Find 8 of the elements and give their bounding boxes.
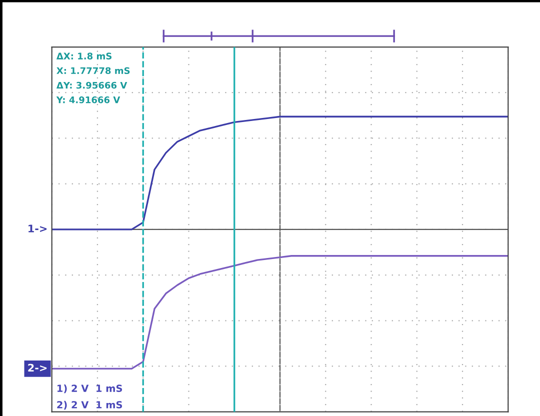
text: Y: 4.91666 V (56, 96, 120, 104)
text: ΔX: 1.8 mS (56, 52, 112, 60)
text: X: 1.77778 mS (56, 67, 130, 74)
text: ΔY: 3.95666 V (56, 82, 128, 89)
text: 1-> (28, 224, 47, 232)
text: 2-> (28, 364, 47, 372)
text: 2) 2 V 1 mS (57, 400, 122, 410)
text: 1) 2 V 1 mS (58, 384, 122, 394)
